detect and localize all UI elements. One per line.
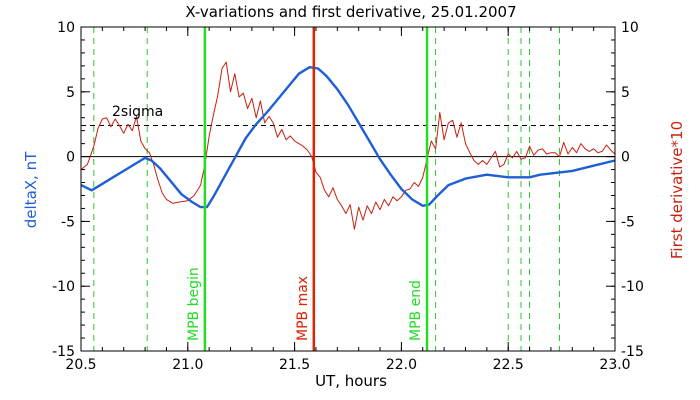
y-axis-label-left: deltaX, nT xyxy=(22,151,40,228)
x-tick-label: 21.0 xyxy=(172,357,203,373)
marker-layer: MPB begin MPB max MPB end xyxy=(186,27,429,351)
y-tick-label-left: 0 xyxy=(66,150,75,166)
x-axis-label: UT, hours xyxy=(315,372,387,390)
y-tick-label-left: 5 xyxy=(66,85,75,101)
sigma-label: 2sigma xyxy=(112,104,163,120)
y-tick-label-right: 10 xyxy=(621,20,639,36)
x-tick-label: 22.0 xyxy=(386,357,417,373)
y-tick-label-right: -15 xyxy=(621,344,644,360)
x-tick-label: 22.5 xyxy=(493,357,524,373)
mpb-end-label: MPB end xyxy=(408,280,424,341)
y-tick-label-right: -10 xyxy=(621,279,644,295)
y-tick-label-right: -5 xyxy=(621,214,635,230)
y-tick-label-left: -15 xyxy=(52,344,75,360)
plot-frame xyxy=(80,26,616,352)
x-tick-label: 20.5 xyxy=(65,357,96,373)
x-tick-label: 23.0 xyxy=(599,357,630,373)
mpb-begin-label: MPB begin xyxy=(186,267,202,341)
series-layer xyxy=(80,61,616,230)
chart-title: X-variations and first derivative, 25.01… xyxy=(185,3,516,21)
deltax-line xyxy=(80,65,616,209)
y-tick-label-left: 10 xyxy=(57,20,75,36)
derivative-line xyxy=(80,61,616,230)
y-tick-label-left: -10 xyxy=(52,279,75,295)
mpb-max-label: MPB max xyxy=(295,276,311,341)
y-tick-label-left: -5 xyxy=(61,214,75,230)
y-tick-label-right: 5 xyxy=(621,85,630,101)
y-tick-label-right: 0 xyxy=(621,150,630,166)
x-tick-label: 21.5 xyxy=(279,357,310,373)
y-axis-label-right: First derivative*10 xyxy=(668,121,686,259)
